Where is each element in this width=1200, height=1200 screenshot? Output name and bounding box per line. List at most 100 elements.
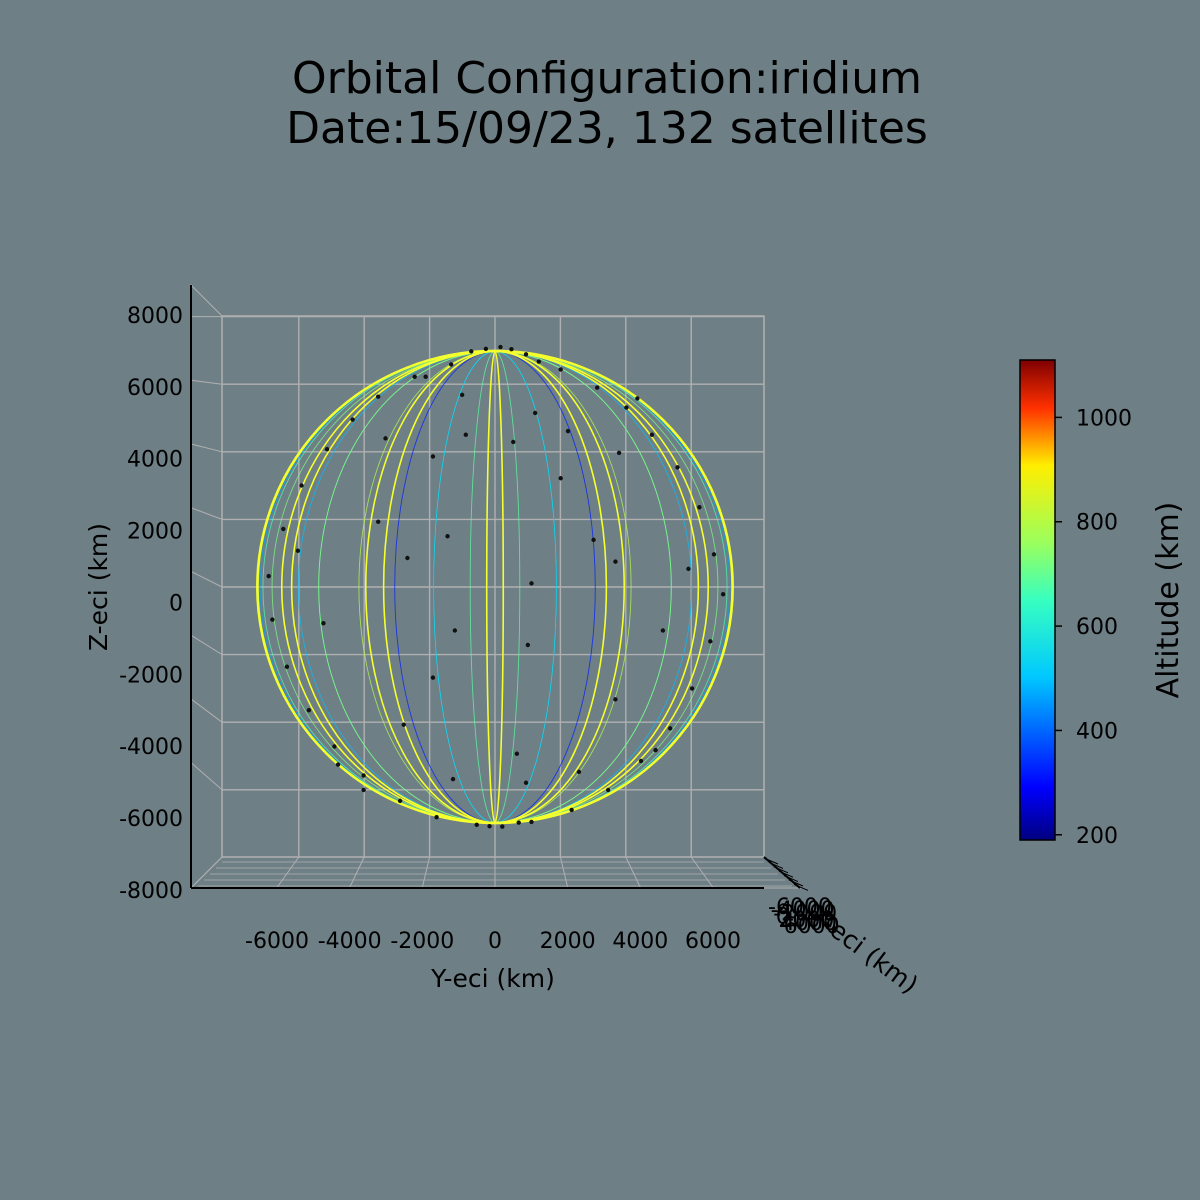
x-tick-label: -4000 — [771, 898, 835, 923]
satellite-point-4 — [523, 352, 529, 357]
satellite-point-55 — [613, 559, 618, 564]
satellite-point-66 — [463, 432, 468, 437]
satellite-point-34 — [434, 814, 439, 820]
colorbar-tick-label: 1000 — [1076, 406, 1132, 431]
satellite-point-50 — [450, 776, 456, 782]
side-grid-line — [190, 762, 223, 791]
satellite-point-23 — [708, 639, 713, 644]
x-tick-mark — [793, 883, 809, 891]
satellite-point-67 — [511, 439, 516, 445]
z-tick-label: 6000 — [127, 376, 183, 401]
satellite-point-71 — [361, 787, 366, 793]
satellite-point-54 — [405, 555, 410, 561]
satellite-point-31 — [605, 787, 611, 793]
satellite-point-65 — [616, 450, 622, 456]
x-axis-label: X-eci (km) — [804, 900, 923, 1000]
satellite-point-48 — [430, 675, 436, 680]
y-tick-label: 6000 — [685, 929, 741, 954]
satellite-point-52 — [376, 519, 381, 524]
satellite-point-41 — [532, 410, 538, 416]
x-tick-mark — [778, 870, 794, 878]
satellite-point-16 — [299, 483, 304, 488]
satellite-point-18 — [281, 526, 286, 532]
satellite-point-49 — [514, 751, 520, 756]
side-grid-line — [190, 443, 223, 453]
z-tick-label: 8000 — [127, 304, 183, 329]
z-tick-label: -4000 — [119, 735, 183, 760]
side-pane — [190, 283, 223, 890]
satellite-point-59 — [660, 628, 666, 633]
satellite-point-43 — [558, 476, 563, 481]
satellite-point-57 — [686, 566, 691, 572]
z-axis-label: Z-eci (km) — [84, 523, 113, 651]
colorbar-tick-label: 800 — [1076, 511, 1118, 536]
satellite-point-11 — [624, 405, 629, 410]
x-tick-mark — [783, 875, 799, 883]
orbit-tracks — [256, 349, 734, 825]
satellite-point-69 — [335, 762, 341, 767]
side-grid-line — [190, 379, 223, 385]
satellite-point-1 — [483, 346, 489, 352]
x-tick-mark — [763, 857, 779, 865]
satellite-point-13 — [649, 432, 655, 437]
side-grid-line — [190, 507, 223, 520]
satellite-point-7 — [558, 367, 563, 372]
satellite-point-21 — [720, 592, 726, 597]
orbit-limb — [256, 349, 734, 825]
satellite-point-22 — [270, 617, 275, 622]
satellite-point-63 — [565, 428, 571, 434]
y-axis-label: Y-eci (km) — [430, 964, 555, 993]
satellite-point-27 — [668, 726, 673, 731]
satellite-point-39 — [516, 820, 521, 825]
satellite-point-5 — [536, 359, 541, 364]
satellite-point-64 — [383, 436, 388, 441]
z-tick-label: -8000 — [119, 879, 183, 904]
colorbar-gradient — [1019, 359, 1056, 841]
satellite-point-3 — [469, 349, 474, 354]
colorbar-tick-label: 200 — [1076, 824, 1118, 849]
satellite-markers — [266, 344, 726, 829]
z-tick-label: 4000 — [127, 448, 183, 473]
satellite-point-72 — [576, 769, 582, 775]
satellite-point-29 — [638, 758, 644, 764]
satellite-point-40 — [459, 392, 465, 398]
y-tick-label: -4000 — [318, 929, 382, 954]
x-tick-label: 4000 — [781, 911, 837, 936]
satellite-point-17 — [697, 505, 702, 510]
y-tick-label: 2000 — [540, 929, 596, 954]
z-tick-label: 0 — [169, 591, 183, 616]
satellite-point-32 — [397, 798, 403, 804]
satellite-point-70 — [653, 747, 658, 753]
colorbar-tick-label: 400 — [1076, 719, 1118, 744]
colorbar-label: Altitude (km) — [1151, 502, 1186, 699]
satellite-point-68 — [635, 396, 640, 401]
satellite-point-8 — [412, 374, 417, 379]
satellite-point-19 — [711, 552, 717, 557]
x-tick-mark — [788, 879, 804, 887]
satellite-point-35 — [529, 819, 534, 825]
y-tick-label: -2000 — [390, 929, 454, 954]
satellite-point-61 — [613, 697, 618, 702]
colorbar-tick-label: 600 — [1076, 615, 1118, 640]
side-grid-line — [190, 634, 223, 656]
satellite-point-20 — [266, 573, 271, 579]
chart-title-line-2: Date:15/09/23, 132 satellites — [286, 103, 928, 154]
satellite-point-12 — [350, 417, 355, 422]
x-tick-label: -6000 — [768, 895, 832, 920]
satellite-point-62 — [423, 374, 428, 379]
satellite-point-47 — [525, 642, 531, 648]
satellite-point-58 — [321, 621, 326, 626]
satellite-point-45 — [529, 581, 534, 586]
satellite-point-56 — [295, 548, 301, 553]
satellite-point-10 — [376, 394, 381, 399]
satellite-point-14 — [324, 447, 330, 452]
satellite-point-51 — [523, 780, 529, 785]
x-tick-label: -2000 — [773, 901, 837, 926]
satellite-point-30 — [361, 773, 366, 778]
y-tick-label: 0 — [488, 929, 502, 954]
satellite-point-42 — [430, 454, 436, 459]
z-tick-label: -6000 — [119, 807, 183, 832]
satellite-point-26 — [306, 708, 312, 713]
orbit-track-main-5 — [280, 350, 710, 824]
